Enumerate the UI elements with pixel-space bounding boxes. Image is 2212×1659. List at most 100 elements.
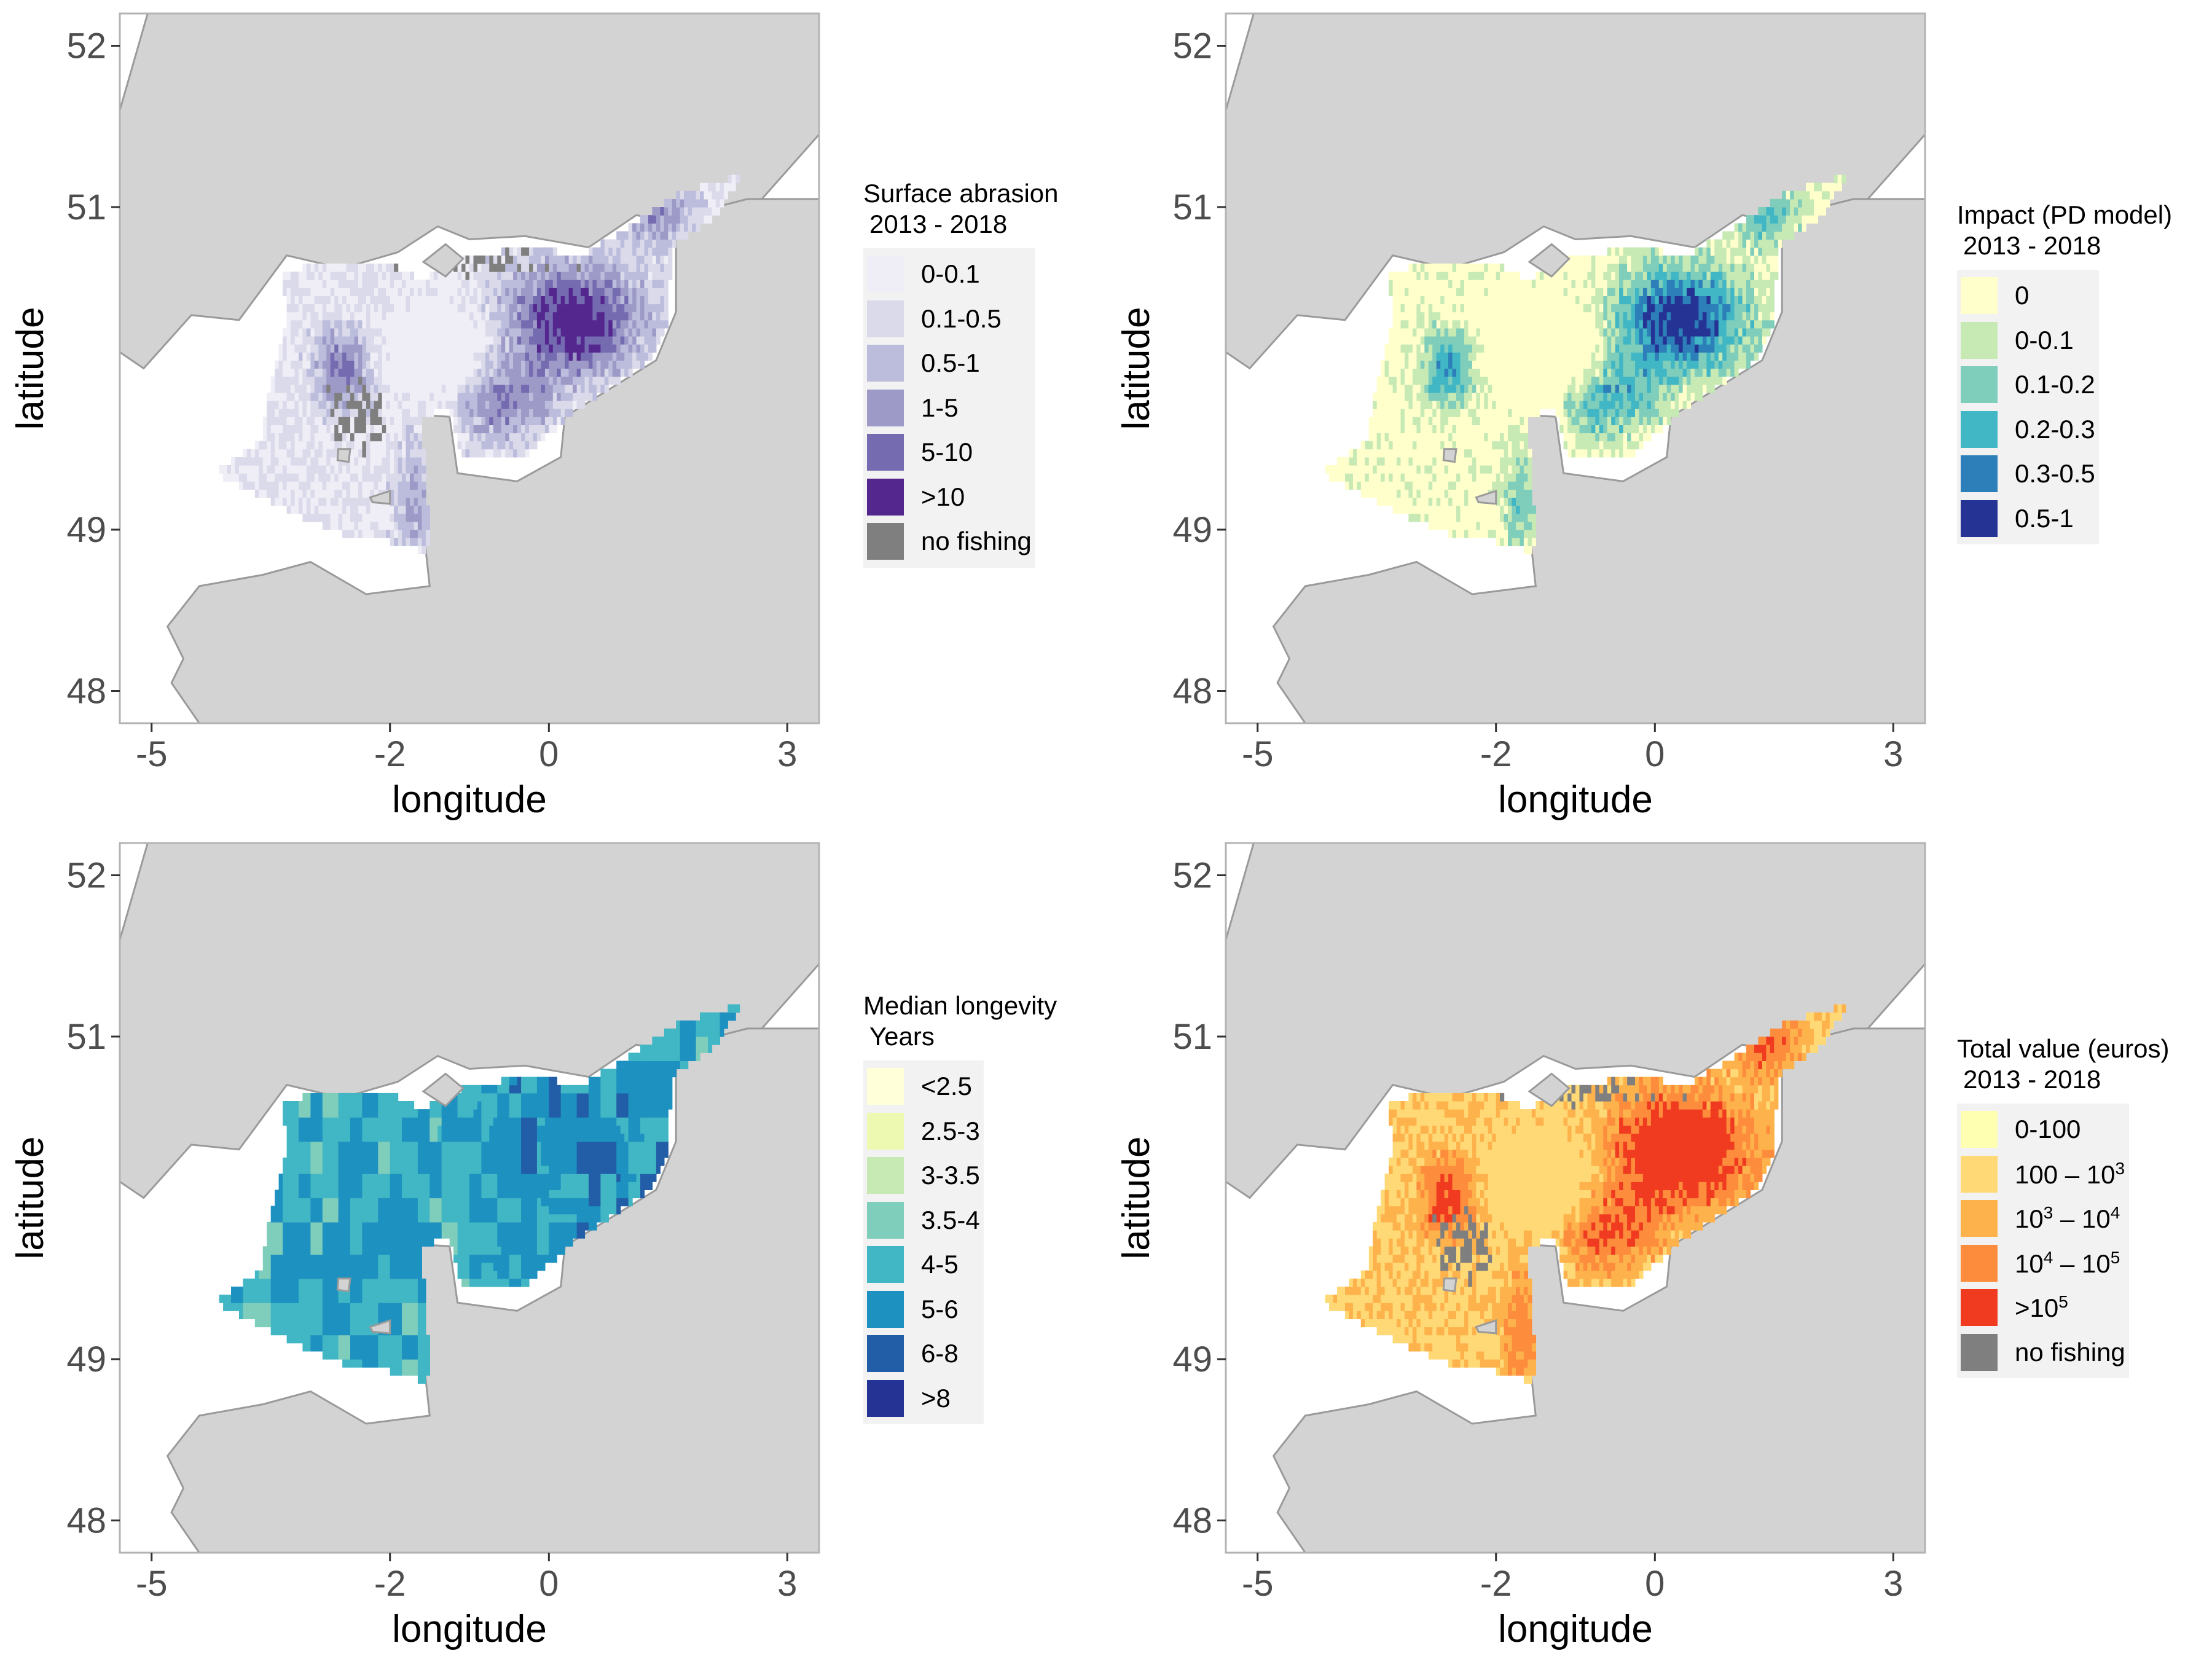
legend-swatch [1961, 366, 1998, 404]
legend-item: 0.5-1 [1961, 496, 2095, 541]
legend-swatch [867, 1112, 904, 1150]
x-tick-label: -5 [1242, 1564, 1274, 1604]
legend-item: 4-5 [867, 1242, 980, 1287]
y-tick-label: 48 [1172, 672, 1212, 712]
legend-title-line1: Surface abrasion [863, 179, 1059, 208]
legend: Total value (euros) 2013 - 2018 0-100 100 –… [1957, 1033, 2170, 1378]
land-polygon [120, 14, 819, 370]
map-plot: -5 -2 0 3 48 49 51 52 longitude latitude [9, 842, 820, 1650]
legend-item: 5-6 [867, 1287, 980, 1332]
x-tick-label: -5 [1242, 734, 1274, 774]
y-tick-label: 52 [66, 26, 106, 66]
legend-swatch [1961, 277, 1998, 315]
legend-label: 0-100 [2015, 1115, 2081, 1144]
legend-swatch [867, 1246, 904, 1284]
x-tick-label: 0 [1645, 1564, 1665, 1604]
legend-swatch [867, 1290, 904, 1328]
panel-total-value: -5 -2 0 3 48 49 51 52 longitude latitude Total val… [1106, 830, 2212, 1659]
legend-title-line2: 2013 - 2018 [1963, 1065, 2101, 1094]
island-polygon [1442, 448, 1457, 463]
y-tick-label: 48 [66, 1501, 106, 1541]
legend-label: no fishing [2015, 1337, 2125, 1367]
legend-title-line1: Impact (PD model) [1957, 200, 2173, 229]
x-tick-label: 0 [1645, 734, 1665, 774]
legend-item: 0.1-0.2 [1961, 363, 2095, 407]
legend-swatch [867, 1379, 904, 1417]
legend-swatch [1961, 1200, 1998, 1237]
legend-item: 0-100 [1961, 1107, 2125, 1152]
legend-swatch [867, 1157, 904, 1194]
legend-swatch [1961, 500, 1998, 537]
legend-item: 0 [1961, 273, 2095, 318]
x-tick-label: 0 [539, 734, 559, 774]
fishing-grid [1325, 1004, 1846, 1384]
legend-title: Surface abrasion 2013 - 2018 [863, 178, 1059, 240]
legend-swatch [1961, 1289, 1998, 1327]
legend-swatch [867, 389, 904, 426]
legend-swatch [867, 256, 904, 293]
fishing-grid [219, 175, 740, 554]
x-tick-label: 3 [777, 734, 797, 774]
legend-swatch [867, 434, 904, 471]
legend: Median longevity Years <2.5 2.5-3 3-3.5 3.5-4… [863, 990, 1057, 1424]
legend-swatch [1961, 321, 1998, 359]
legend-swatch [1961, 455, 1998, 493]
legend-title: Total value (euros) 2013 - 2018 [1957, 1033, 2170, 1095]
island-polygon [369, 1319, 391, 1335]
legend-swatch [1961, 410, 1998, 448]
x-tick-label: -2 [1480, 734, 1512, 774]
island-polygon [336, 448, 351, 463]
legend-label: 5-10 [921, 437, 973, 467]
legend-swatch [867, 523, 904, 560]
legend-item: 100 – 103 [1961, 1152, 2125, 1197]
fishing-grid [219, 1004, 740, 1384]
legend-label: >10 [921, 482, 965, 511]
legend-item: 104 – 105 [1961, 1241, 2125, 1286]
legend-item: no fishing [867, 519, 1032, 564]
land-polygon [1226, 14, 1925, 370]
island-polygon [1442, 1277, 1457, 1293]
y-tick-label: 49 [66, 510, 106, 550]
legend-label: 1-5 [921, 393, 959, 422]
map-plot: -5 -2 0 3 48 49 51 52 longitude latitude [1115, 12, 1926, 821]
x-tick-label: -5 [136, 734, 168, 774]
legend-label: 104 – 105 [2015, 1247, 2120, 1278]
legend-item: >10 [867, 475, 1032, 520]
legend-label: 3-3.5 [921, 1161, 980, 1190]
legend-label: 103 – 104 [2015, 1203, 2120, 1234]
map-plot: -5 -2 0 3 48 49 51 52 longitude latitude [1115, 842, 1926, 1650]
legend-swatch [1961, 1244, 1998, 1282]
legend-title-line1: Total value (euros) [1957, 1034, 2170, 1063]
legend-title-line2: 2013 - 2018 [869, 210, 1008, 238]
legend-label: 5-6 [921, 1294, 959, 1324]
legend-label: 0.1-0.5 [921, 304, 1002, 333]
legend-label: 100 – 103 [2015, 1158, 2125, 1189]
x-axis-title: longitude [392, 779, 547, 821]
legend-label: 3.5-4 [921, 1205, 980, 1234]
legend-swatch [867, 478, 904, 516]
legend-item: 0-0.1 [867, 252, 1032, 297]
legend-swatch [867, 1068, 904, 1105]
legend-label: 0.5-1 [921, 348, 980, 378]
x-axis-title: longitude [1498, 779, 1653, 821]
y-tick-label: 52 [1172, 856, 1212, 896]
x-tick-label: -2 [374, 1564, 406, 1604]
legend-label: 0 [2015, 281, 2030, 310]
y-tick-label: 51 [66, 1017, 106, 1057]
legend: Impact (PD model) 2013 - 2018 0 0-0.1 0.1-0.… [1957, 200, 2172, 544]
island-polygon [1475, 1319, 1497, 1335]
legend-label: 0.2-0.3 [2015, 414, 2095, 444]
panel-surface-abrasion: -5 -2 0 3 48 49 51 52 longitude latitude Surface a… [0, 0, 1106, 830]
island-polygon [1528, 243, 1571, 278]
legend-title: Median longevity Years [863, 990, 1057, 1052]
x-axis-title: longitude [392, 1608, 547, 1650]
legend-label: 4-5 [921, 1250, 959, 1279]
y-axis-title: latitude [9, 307, 52, 430]
legend-label: >8 [921, 1383, 951, 1413]
x-tick-label: -2 [1480, 1564, 1512, 1604]
island-polygon [422, 1072, 465, 1107]
map-plot: -5 -2 0 3 48 49 51 52 longitude latitude [9, 12, 820, 821]
legend-title: Impact (PD model) 2013 - 2018 [1957, 200, 2172, 261]
legend-item: 0.1-0.5 [867, 297, 1032, 342]
legend-item: 3-3.5 [867, 1153, 980, 1198]
